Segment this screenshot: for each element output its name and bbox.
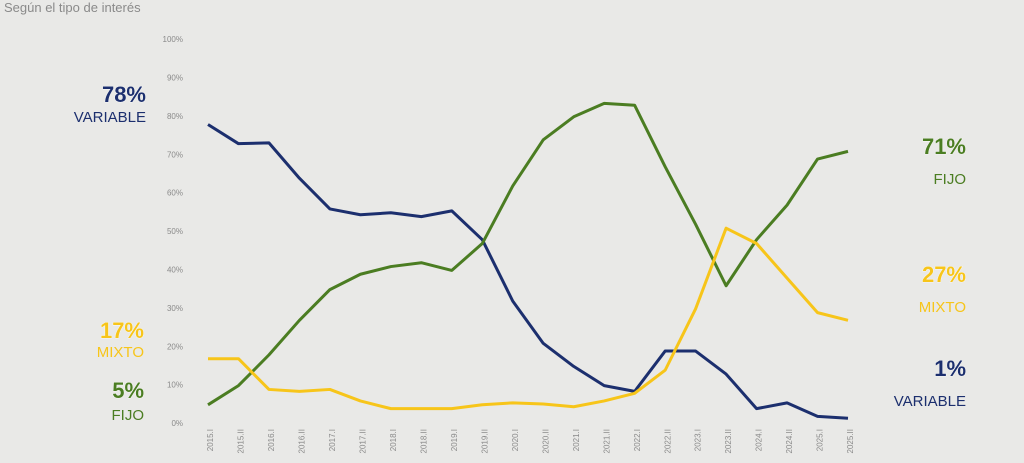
y-tick-label: 60% [167, 189, 183, 198]
y-tick-label: 70% [167, 150, 183, 159]
start-name: VARIABLE [74, 109, 146, 126]
end-name: FIJO [934, 171, 967, 188]
x-tick-label: 2023.II [724, 429, 733, 453]
x-tick-label: 2019.I [450, 429, 459, 451]
x-tick-label: 2022.I [633, 429, 642, 451]
y-tick-label: 10% [167, 381, 183, 390]
x-tick-label: 2018.II [419, 429, 428, 453]
start-label: 17% [100, 318, 144, 343]
x-tick-label: 2024.I [755, 429, 764, 451]
series-line [207, 101, 849, 407]
x-tick-label: 2017.I [328, 429, 337, 451]
y-tick-label: 100% [163, 35, 183, 44]
y-tick-label: 20% [167, 342, 183, 351]
x-tick-label: 2017.II [358, 429, 367, 453]
x-tick-label: 2025.I [816, 429, 825, 451]
chart-subtitle: Según el tipo de interés [4, 0, 141, 15]
end-name: VARIABLE [894, 393, 966, 410]
x-tick-label: 2015.I [206, 429, 215, 451]
series-line [208, 226, 849, 411]
x-tick-label: 2019.II [480, 429, 489, 453]
end-label: 1% [934, 356, 966, 381]
x-tick-label: 2021.II [602, 429, 611, 453]
x-tick-label: 2024.II [785, 429, 794, 453]
start-label: 5% [112, 378, 144, 403]
y-tick-label: 80% [167, 112, 183, 121]
x-tick-label: 2018.I [389, 429, 398, 451]
x-tick-label: 2023.I [694, 429, 703, 451]
start-label: 78% [102, 82, 146, 107]
y-tick-label: 30% [167, 304, 183, 313]
start-name: MIXTO [97, 344, 144, 361]
x-tick-label: 2016.I [267, 429, 276, 451]
x-tick-label: 2020.I [511, 429, 520, 451]
series-line [207, 123, 849, 420]
x-tick-label: 2021.I [572, 429, 581, 451]
end-label: 27% [922, 262, 966, 287]
y-tick-label: 50% [167, 227, 183, 236]
start-name: FIJO [112, 407, 145, 424]
y-tick-label: 0% [171, 419, 183, 428]
x-tick-label: 2016.II [298, 429, 307, 453]
y-tick-label: 90% [167, 74, 183, 83]
end-name: MIXTO [919, 299, 966, 316]
end-label: 71% [922, 134, 966, 159]
x-tick-label: 2022.II [663, 429, 672, 453]
y-tick-label: 40% [167, 266, 183, 275]
x-tick-label: 2025.II [846, 429, 855, 453]
x-tick-label: 2020.II [541, 429, 550, 453]
x-tick-label: 2015.II [237, 429, 246, 453]
